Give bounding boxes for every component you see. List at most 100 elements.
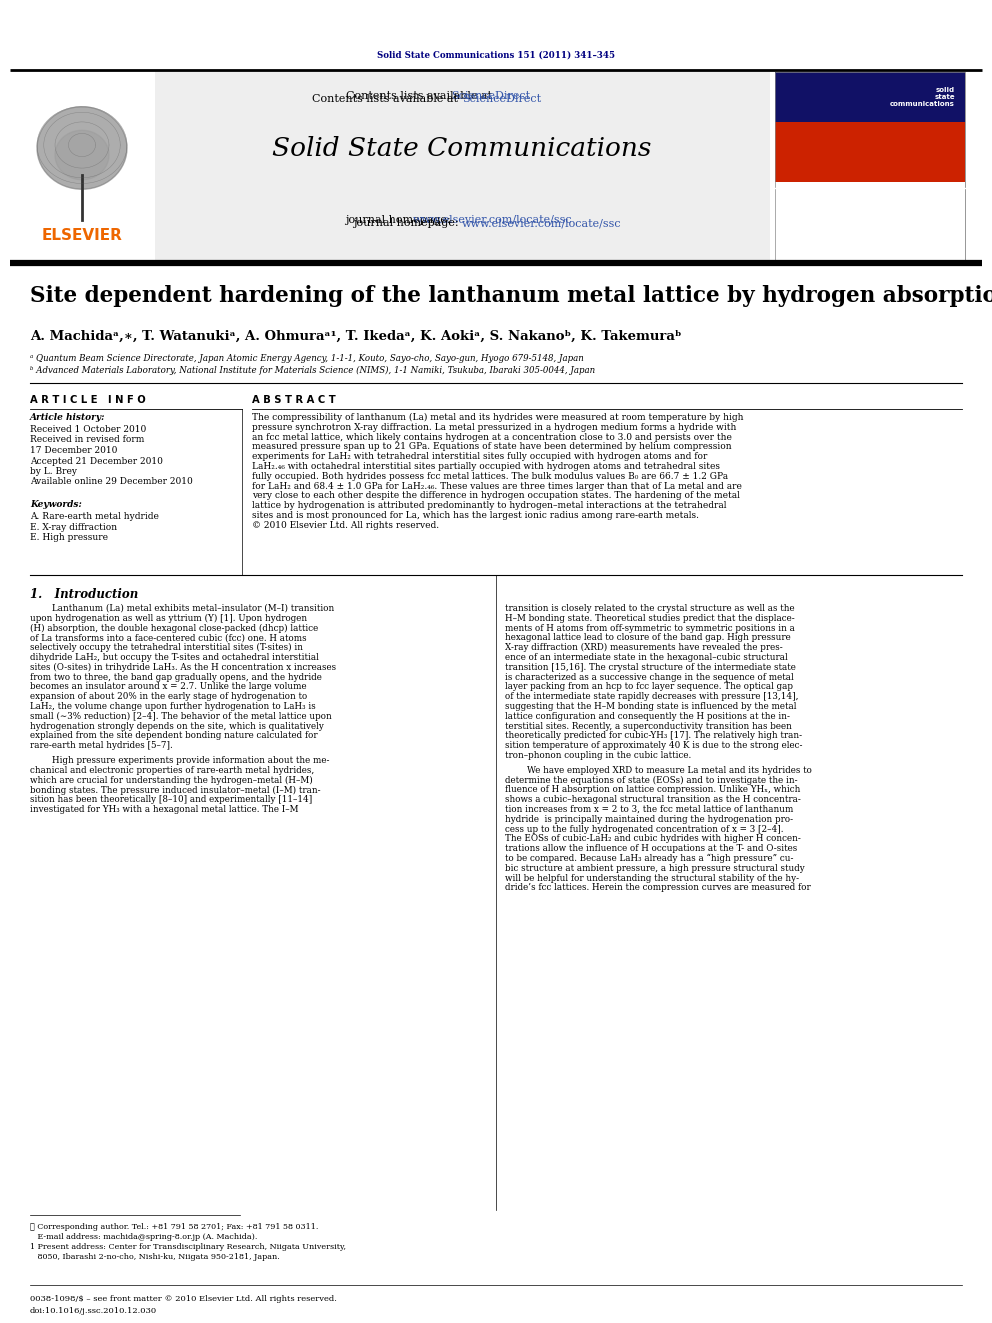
Text: H–M bonding state. Theoretical studies predict that the displace-: H–M bonding state. Theoretical studies p… bbox=[505, 614, 795, 623]
Polygon shape bbox=[55, 130, 109, 180]
Text: Article history:: Article history: bbox=[30, 413, 105, 422]
Bar bbox=[155, 70, 770, 261]
Text: rare-earth metal hydrides [5–7].: rare-earth metal hydrides [5–7]. bbox=[30, 741, 173, 750]
Text: which are crucial for understanding the hydrogen–metal (H–M): which are crucial for understanding the … bbox=[30, 775, 312, 785]
Text: theoretically predicted for cubic-YH₃ [17]. The relatively high tran-: theoretically predicted for cubic-YH₃ [1… bbox=[505, 732, 803, 741]
Text: explained from the site dependent bonding nature calculated for: explained from the site dependent bondin… bbox=[30, 732, 317, 741]
Text: lattice by hydrogenation is attributed predominantly to hydrogen–metal interacti: lattice by hydrogenation is attributed p… bbox=[252, 501, 726, 511]
Text: an fcc metal lattice, which likely contains hydrogen at a concentration close to: an fcc metal lattice, which likely conta… bbox=[252, 433, 732, 442]
Text: We have employed XRD to measure La metal and its hydrides to: We have employed XRD to measure La metal… bbox=[505, 766, 811, 775]
Text: shows a cubic–hexagonal structural transition as the H concentra-: shows a cubic–hexagonal structural trans… bbox=[505, 795, 801, 804]
Text: 8050, Ibarashi 2-no-cho, Nishi-ku, Niigata 950-2181, Japan.: 8050, Ibarashi 2-no-cho, Nishi-ku, Niiga… bbox=[30, 1253, 280, 1261]
Text: A. Rare-earth metal hydride: A. Rare-earth metal hydride bbox=[30, 512, 159, 521]
Text: Keywords:: Keywords: bbox=[30, 500, 82, 509]
Text: will be helpful for understanding the structural stability of the hy-: will be helpful for understanding the st… bbox=[505, 873, 800, 882]
Text: by L. Brey: by L. Brey bbox=[30, 467, 77, 476]
Text: A B S T R A C T: A B S T R A C T bbox=[252, 396, 335, 405]
Text: solid
state
communications: solid state communications bbox=[890, 87, 955, 107]
Bar bbox=[775, 71, 965, 122]
Text: experiments for LaH₂ with tetrahedral interstitial sites fully occupied with hyd: experiments for LaH₂ with tetrahedral in… bbox=[252, 452, 707, 462]
Text: LaH₂, the volume change upon further hydrogenation to LaH₃ is: LaH₂, the volume change upon further hyd… bbox=[30, 703, 315, 710]
Bar bbox=[775, 183, 965, 261]
Text: 1.   Introduction: 1. Introduction bbox=[30, 587, 138, 601]
Polygon shape bbox=[37, 107, 127, 189]
Text: ScienceDirect: ScienceDirect bbox=[451, 91, 531, 101]
Text: sition has been theoretically [8–10] and experimentally [11–14]: sition has been theoretically [8–10] and… bbox=[30, 795, 312, 804]
Text: ᵇ Advanced Materials Laboratory, National Institute for Materials Science (NIMS): ᵇ Advanced Materials Laboratory, Nationa… bbox=[30, 366, 595, 376]
Text: Site dependent hardening of the lanthanum metal lattice by hydrogen absorption: Site dependent hardening of the lanthanu… bbox=[30, 284, 992, 307]
Text: E. X-ray diffraction: E. X-ray diffraction bbox=[30, 523, 117, 532]
Text: doi:10.1016/j.ssc.2010.12.030: doi:10.1016/j.ssc.2010.12.030 bbox=[30, 1307, 157, 1315]
Text: investigated for YH₃ with a hexagonal metal lattice. The I–M: investigated for YH₃ with a hexagonal me… bbox=[30, 804, 299, 814]
Text: sites and is most pronounced for La, which has the largest ionic radius among ra: sites and is most pronounced for La, whi… bbox=[252, 511, 699, 520]
Text: becomes an insulator around x = 2.7. Unlike the large volume: becomes an insulator around x = 2.7. Unl… bbox=[30, 683, 307, 692]
Text: hexagonal lattice lead to closure of the band gap. High pressure: hexagonal lattice lead to closure of the… bbox=[505, 634, 791, 643]
Text: determine the equations of state (EOSs) and to investigate the in-: determine the equations of state (EOSs) … bbox=[505, 775, 798, 785]
Text: from two to three, the band gap gradually opens, and the hydride: from two to three, the band gap graduall… bbox=[30, 672, 321, 681]
Text: Contents lists available at: Contents lists available at bbox=[346, 91, 495, 101]
Text: Received 1 October 2010: Received 1 October 2010 bbox=[30, 425, 146, 434]
Text: The EOSs of cubic-LaH₂ and cubic hydrides with higher H concen-: The EOSs of cubic-LaH₂ and cubic hydride… bbox=[505, 835, 801, 843]
Text: A R T I C L E   I N F O: A R T I C L E I N F O bbox=[30, 396, 146, 405]
Text: hydrogenation strongly depends on the site, which is qualitatively: hydrogenation strongly depends on the si… bbox=[30, 721, 323, 730]
Bar bbox=[775, 71, 965, 261]
Text: fluence of H absorption on lattice compression. Unlike YHₓ, which: fluence of H absorption on lattice compr… bbox=[505, 786, 801, 794]
Text: E. High pressure: E. High pressure bbox=[30, 533, 108, 542]
Text: Available online 29 December 2010: Available online 29 December 2010 bbox=[30, 478, 192, 487]
Text: 0038-1098/$ – see front matter © 2010 Elsevier Ltd. All rights reserved.: 0038-1098/$ – see front matter © 2010 El… bbox=[30, 1295, 337, 1303]
Text: ments of H atoms from off-symmetric to symmetric positions in a: ments of H atoms from off-symmetric to s… bbox=[505, 623, 795, 632]
Text: (H) absorption, the double hexagonal close-packed (dhcp) lattice: (H) absorption, the double hexagonal clo… bbox=[30, 623, 318, 632]
Text: Received in revised form: Received in revised form bbox=[30, 435, 145, 445]
Text: fully occupied. Both hydrides possess fcc metal lattices. The bulk modulus value: fully occupied. Both hydrides possess fc… bbox=[252, 472, 728, 480]
Text: E-mail address: machida@spring-8.or.jp (A. Machida).: E-mail address: machida@spring-8.or.jp (… bbox=[30, 1233, 257, 1241]
Text: High pressure experiments provide information about the me-: High pressure experiments provide inform… bbox=[30, 755, 329, 765]
Text: chanical and electronic properties of rare-earth metal hydrides,: chanical and electronic properties of ra… bbox=[30, 766, 314, 775]
Text: tron–phonon coupling in the cubic lattice.: tron–phonon coupling in the cubic lattic… bbox=[505, 751, 691, 759]
Text: A. Machidaᵃ,∗, T. Watanukiᵃ, A. Ohmuraᵃ¹, T. Ikedaᵃ, K. Aokiᵃ, S. Nakanoᵇ, K. Ta: A. Machidaᵃ,∗, T. Watanukiᵃ, A. Ohmuraᵃ¹… bbox=[30, 329, 682, 343]
Text: terstitial sites. Recently, a superconductivity transition has been: terstitial sites. Recently, a supercondu… bbox=[505, 721, 792, 730]
Text: lattice configuration and consequently the H positions at the in-: lattice configuration and consequently t… bbox=[505, 712, 790, 721]
Text: expansion of about 20% in the early stage of hydrogenation to: expansion of about 20% in the early stag… bbox=[30, 692, 308, 701]
Text: www.elsevier.com/locate/ssc: www.elsevier.com/locate/ssc bbox=[462, 218, 622, 228]
Text: journal homepage:: journal homepage: bbox=[345, 216, 454, 225]
Text: measured pressure span up to 21 GPa. Equations of state have been determined by : measured pressure span up to 21 GPa. Equ… bbox=[252, 442, 732, 451]
Text: ᵃ Quantum Beam Science Directorate, Japan Atomic Energy Agency, 1-1-1, Kouto, Sa: ᵃ Quantum Beam Science Directorate, Japa… bbox=[30, 355, 583, 363]
Text: ELSEVIER: ELSEVIER bbox=[42, 228, 122, 243]
Text: upon hydrogenation as well as yttrium (Y) [1]. Upon hydrogen: upon hydrogenation as well as yttrium (Y… bbox=[30, 614, 308, 623]
Text: ence of an intermediate state in the hexagonal–cubic structural: ence of an intermediate state in the hex… bbox=[505, 654, 788, 662]
Text: www.elsevier.com/locate/ssc: www.elsevier.com/locate/ssc bbox=[413, 216, 572, 225]
Text: selectively occupy the tetrahedral interstitial sites (T-sites) in: selectively occupy the tetrahedral inter… bbox=[30, 643, 303, 652]
Text: sition temperature of approximately 40 K is due to the strong elec-: sition temperature of approximately 40 K… bbox=[505, 741, 803, 750]
Text: bonding states. The pressure induced insulator–metal (I–M) tran-: bonding states. The pressure induced ins… bbox=[30, 786, 320, 795]
Text: dride’s fcc lattices. Herein the compression curves are measured for: dride’s fcc lattices. Herein the compres… bbox=[505, 884, 810, 893]
Text: Contents lists available at: Contents lists available at bbox=[312, 94, 462, 105]
Text: LaH₂.₄₆ with octahedral interstitial sites partially occupied with hydrogen atom: LaH₂.₄₆ with octahedral interstitial sit… bbox=[252, 462, 720, 471]
Text: tion increases from x = 2 to 3, the fcc metal lattice of lanthanum: tion increases from x = 2 to 3, the fcc … bbox=[505, 804, 794, 814]
Text: to be compared. Because LaH₃ already has a “high pressure” cu-: to be compared. Because LaH₃ already has… bbox=[505, 855, 794, 864]
Text: dihydride LaH₂, but occupy the T-sites and octahedral interstitial: dihydride LaH₂, but occupy the T-sites a… bbox=[30, 654, 318, 662]
Text: hydride  is principally maintained during the hydrogenation pro-: hydride is principally maintained during… bbox=[505, 815, 794, 824]
Text: The compressibility of lanthanum (La) metal and its hydrides were measured at ro: The compressibility of lanthanum (La) me… bbox=[252, 413, 743, 422]
Text: transition is closely related to the crystal structure as well as the: transition is closely related to the cry… bbox=[505, 605, 795, 613]
Text: for LaH₂ and 68.4 ± 1.0 GPa for LaH₂.₄₆. These values are three times larger tha: for LaH₂ and 68.4 ± 1.0 GPa for LaH₂.₄₆.… bbox=[252, 482, 742, 491]
Text: Solid State Communications 151 (2011) 341–345: Solid State Communications 151 (2011) 34… bbox=[377, 50, 615, 60]
Text: suggesting that the H–M bonding state is influenced by the metal: suggesting that the H–M bonding state is… bbox=[505, 703, 797, 710]
Text: pressure synchrotron X-ray diffraction. La metal pressurized in a hydrogen mediu: pressure synchrotron X-ray diffraction. … bbox=[252, 423, 736, 431]
Text: ⋆ Corresponding author. Tel.: +81 791 58 2701; Fax: +81 791 58 0311.: ⋆ Corresponding author. Tel.: +81 791 58… bbox=[30, 1222, 318, 1230]
Text: ScienceDirect: ScienceDirect bbox=[462, 94, 541, 105]
Text: layer packing from an hcp to fcc layer sequence. The optical gap: layer packing from an hcp to fcc layer s… bbox=[505, 683, 793, 692]
Text: is characterized as a successive change in the sequence of metal: is characterized as a successive change … bbox=[505, 672, 794, 681]
Text: small (∼3% reduction) [2–4]. The behavior of the metal lattice upon: small (∼3% reduction) [2–4]. The behavio… bbox=[30, 712, 331, 721]
Text: Lanthanum (La) metal exhibits metal–insulator (M–I) transition: Lanthanum (La) metal exhibits metal–insu… bbox=[30, 605, 334, 613]
Text: cess up to the fully hydrogenated concentration of x = 3 [2–4].: cess up to the fully hydrogenated concen… bbox=[505, 824, 784, 833]
Bar bbox=[775, 71, 965, 183]
Text: sites (O-sites) in trihydride LaH₃. As the H concentration x increases: sites (O-sites) in trihydride LaH₃. As t… bbox=[30, 663, 336, 672]
Text: of the intermediate state rapidly decreases with pressure [13,14],: of the intermediate state rapidly decrea… bbox=[505, 692, 799, 701]
Text: journal homepage:: journal homepage: bbox=[353, 218, 462, 228]
Text: bic structure at ambient pressure, a high pressure structural study: bic structure at ambient pressure, a hig… bbox=[505, 864, 805, 873]
Text: transition [15,16]. The crystal structure of the intermediate state: transition [15,16]. The crystal structur… bbox=[505, 663, 796, 672]
Text: very close to each other despite the difference in hydrogen occupation states. T: very close to each other despite the dif… bbox=[252, 491, 740, 500]
Text: © 2010 Elsevier Ltd. All rights reserved.: © 2010 Elsevier Ltd. All rights reserved… bbox=[252, 521, 439, 529]
Text: 1 Present address: Center for Transdisciplinary Research, Niigata University,: 1 Present address: Center for Transdisci… bbox=[30, 1244, 346, 1252]
Text: of La transforms into a face-centered cubic (fcc) one. H atoms: of La transforms into a face-centered cu… bbox=[30, 634, 307, 643]
